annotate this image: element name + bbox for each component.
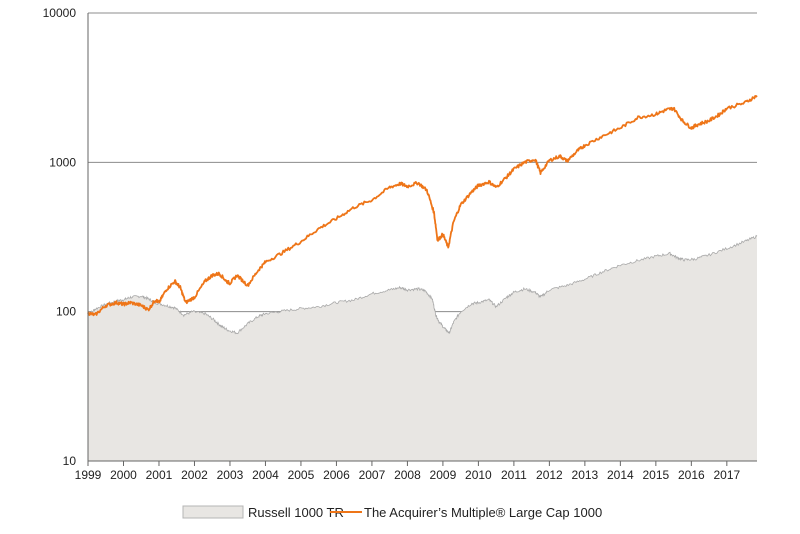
x-tick-label: 2006 [323, 468, 350, 482]
x-tick-label: 2011 [501, 468, 527, 482]
axis-layer [87, 13, 757, 466]
x-tick-label: 2017 [713, 468, 740, 482]
x-tick-label: 1999 [75, 468, 102, 482]
y-tick-label: 10000 [43, 6, 77, 20]
legend-label-russell: Russell 1000 TR [248, 505, 344, 520]
y-tick-label: 1000 [49, 155, 76, 169]
x-tick-label: 2008 [394, 468, 421, 482]
legend: Russell 1000 TR The Acquirer’s Multiple® … [182, 505, 602, 520]
y-tick-label: 100 [56, 305, 76, 319]
x-tick-label: 2016 [678, 468, 705, 482]
x-tick-label: 2013 [572, 468, 599, 482]
x-tick-label: 2010 [465, 468, 492, 482]
x-tick-label: 2005 [288, 468, 315, 482]
line-layer [87, 95, 758, 317]
legend-label-acquirers-multiple: The Acquirer’s Multiple® Large Cap 1000 [364, 505, 602, 520]
x-tick-label: 2002 [181, 468, 208, 482]
y-tick-label: 10 [63, 454, 77, 468]
area-layer [87, 234, 758, 461]
russell-area [88, 235, 757, 461]
x-tick-label: 2009 [430, 468, 457, 482]
x-tick-label: 2000 [110, 468, 137, 482]
tick-layer: 10 100 1000 10000 1999 2000 2001 2002 2003 2004 20… [43, 6, 741, 482]
x-tick-label: 2004 [252, 468, 279, 482]
legend-swatch-russell [182, 505, 244, 519]
x-tick-label: 2007 [359, 468, 386, 482]
x-tick-label: 2001 [146, 468, 173, 482]
x-tick-label: 2003 [217, 468, 244, 482]
acquirers-multiple-line [87, 95, 758, 317]
x-tick-label: 2015 [642, 468, 669, 482]
russell-edge-line [87, 234, 758, 335]
x-tick-label: 2014 [607, 468, 634, 482]
x-tick-label: 2012 [536, 468, 563, 482]
